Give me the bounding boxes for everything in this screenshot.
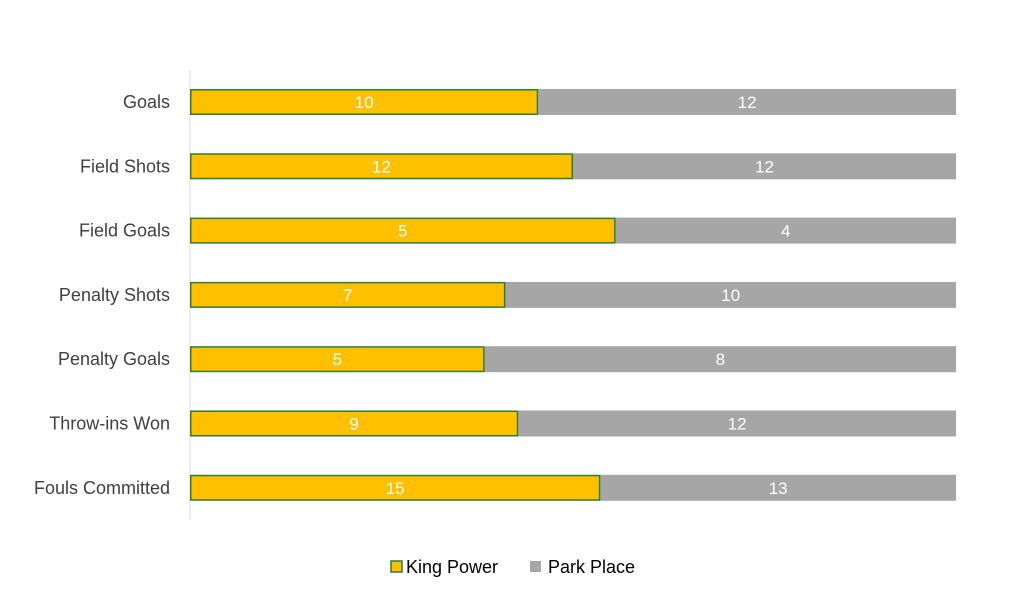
bar-park-place <box>505 281 956 308</box>
data-label-king-power: 7 <box>343 286 352 305</box>
data-label-king-power: 5 <box>333 350 342 369</box>
data-label-park-place: 12 <box>728 415 747 434</box>
data-label-king-power: 5 <box>398 222 407 241</box>
data-label-king-power: 9 <box>349 415 358 434</box>
bar-park-place <box>600 474 956 501</box>
bar-park-place <box>518 410 956 437</box>
legend: King Power Park Place <box>390 557 635 577</box>
category-axis: Goals Field Shots Field Goals Penalty Shots… <box>34 70 191 520</box>
bar-park-place <box>538 89 956 115</box>
category-label: Field Shots <box>80 156 170 176</box>
legend-swatch-park-place <box>530 561 541 572</box>
bar-park-place <box>484 346 956 373</box>
bar-king-power <box>190 153 573 180</box>
data-label-park-place: 10 <box>721 286 740 305</box>
bars-layer: 10 12 12 12 5 4 7 10 5 8 9 12 15 13 <box>190 89 956 501</box>
bar-king-power <box>190 410 519 437</box>
data-label-king-power: 12 <box>372 157 391 176</box>
category-label: Goals <box>123 92 170 112</box>
bar-park-place <box>615 217 956 244</box>
data-label-park-place: 12 <box>755 157 774 176</box>
bar-king-power <box>190 89 539 115</box>
category-label: Penalty Goals <box>58 349 170 369</box>
category-label: Fouls Committed <box>34 478 170 498</box>
data-label-park-place: 13 <box>769 479 788 498</box>
bar-park-place <box>573 153 956 180</box>
legend-label-park-place: Park Place <box>548 557 635 577</box>
category-label: Throw-ins Won <box>49 414 170 434</box>
category-label: Field Goals <box>79 221 170 241</box>
bar-king-power <box>190 281 506 308</box>
bar-king-power <box>190 346 485 373</box>
data-label-king-power: 10 <box>355 93 374 112</box>
legend-label-king-power: King Power <box>406 557 498 577</box>
data-label-park-place: 12 <box>738 93 757 112</box>
bar-king-power <box>190 474 601 501</box>
data-label-park-place: 4 <box>781 222 790 241</box>
category-label: Penalty Shots <box>59 285 170 305</box>
data-label-park-place: 8 <box>716 350 725 369</box>
bar-king-power <box>190 217 616 244</box>
legend-swatch-king-power <box>390 560 403 573</box>
data-label-king-power: 15 <box>386 479 405 498</box>
